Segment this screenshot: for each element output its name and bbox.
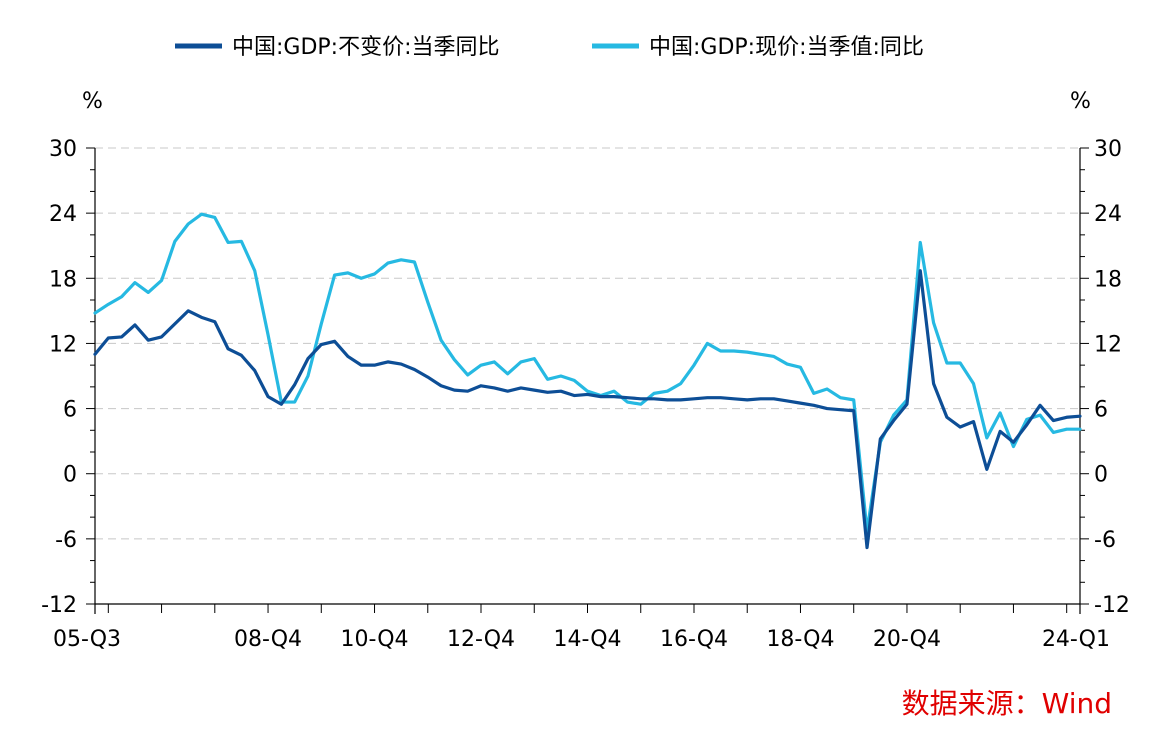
chart-legend: 中国:GDP:不变价:当季同比 中国:GDP:现价:当季值:同比	[175, 35, 924, 60]
y-tick-label-right: 0	[1094, 463, 1108, 488]
x-tick-label: 10-Q4	[340, 627, 408, 652]
y-tick-label-left: 0	[63, 463, 77, 488]
right-axis-unit: %	[1070, 89, 1091, 114]
x-tick-label: 14-Q4	[553, 627, 621, 652]
y-tick-label-left: 24	[49, 202, 77, 227]
x-tick-label: 12-Q4	[447, 627, 515, 652]
y-tick-label-right: 18	[1094, 267, 1122, 292]
x-tick-label: 18-Q4	[766, 627, 834, 652]
legend-label-real-gdp: 中国:GDP:不变价:当季同比	[232, 35, 500, 60]
x-tick-label: 16-Q4	[660, 627, 728, 652]
left-axis-unit: %	[82, 89, 103, 114]
y-tick-label-right: 6	[1094, 398, 1108, 423]
y-tick-label-right: 24	[1094, 202, 1122, 227]
y-tick-label-left: 30	[49, 137, 77, 162]
x-tick-label: 05-Q3	[53, 627, 121, 652]
y-tick-label-left: -12	[41, 593, 77, 618]
y-tick-label-right: 30	[1094, 137, 1122, 162]
y-tick-label-right: -6	[1094, 528, 1116, 553]
y-tick-label-left: 6	[63, 398, 77, 423]
series-lines	[93, 212, 1082, 550]
x-tick-label: 08-Q4	[234, 627, 302, 652]
axes	[86, 147, 1089, 614]
x-tick-label: 24-Q1	[1042, 627, 1110, 652]
y-tick-label-right: 12	[1094, 332, 1122, 357]
series-line-real-gdp	[93, 269, 1082, 550]
legend-label-nominal-gdp: 中国:GDP:现价:当季值:同比	[649, 35, 924, 60]
source-note: 数据来源：Wind	[902, 687, 1112, 720]
grid-lines	[95, 147, 1080, 540]
y-tick-label-left: 12	[49, 332, 77, 357]
y-tick-label-right: -12	[1094, 593, 1130, 618]
y-tick-label-left: 18	[49, 267, 77, 292]
tick-labels: -12 -12 -6 -6 0 0 6 6 12 12 18 18 24 24 30 30 05-Q3 08-Q4…	[41, 137, 1130, 652]
x-tick-label: 20-Q4	[873, 627, 941, 652]
series-line-nominal-gdp	[93, 212, 1082, 533]
y-tick-label-left: -6	[55, 528, 77, 553]
